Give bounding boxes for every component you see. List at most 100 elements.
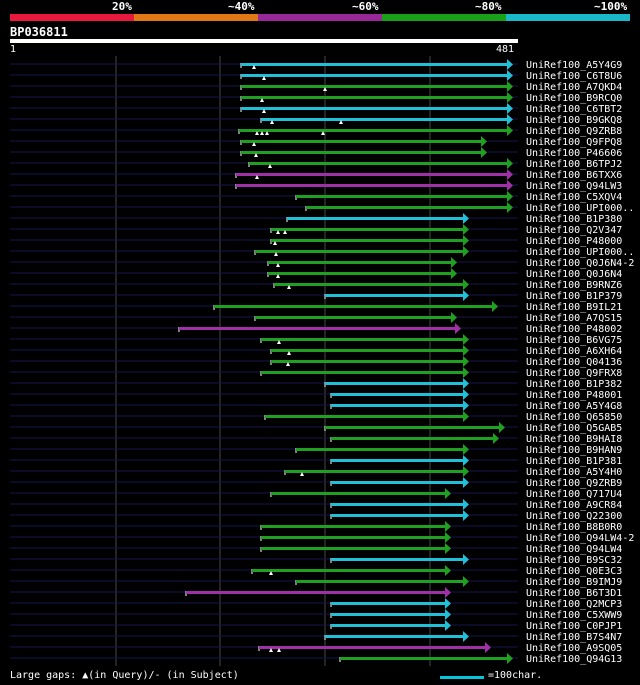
hit-label: UniRef100_A9CR84: [526, 500, 622, 511]
hit-arrow: [463, 455, 469, 466]
hit-label: UniRef100_P48002: [526, 324, 622, 335]
hit-arrow: [463, 378, 469, 389]
hit-arrow: [507, 59, 513, 70]
hit-arrow: [445, 620, 451, 631]
gap-marker: [262, 109, 266, 113]
hit-bar: [241, 63, 508, 66]
hit-label: UniRef100_A5Y4G9: [526, 60, 622, 71]
hit-bar: [252, 569, 446, 572]
hit-label: UniRef100_C6T8U6: [526, 71, 622, 82]
hit-label: UniRef100_P46606: [526, 148, 622, 159]
hit-arrow: [451, 312, 457, 323]
hit-bar: [255, 316, 452, 319]
gap-marker: [269, 648, 273, 652]
hit-bar: [261, 338, 464, 341]
hit-bar: [325, 426, 500, 429]
hit-label: UniRef100_Q9FPQ8: [526, 137, 622, 148]
hit-bar: [241, 96, 508, 99]
hit-label: UniRef100_B9HAI8: [526, 434, 622, 445]
hit-label: UniRef100_B9RNZ6: [526, 280, 622, 291]
hit-arrow: [463, 554, 469, 565]
hit-bar: [331, 613, 446, 616]
hit-arrow: [481, 136, 487, 147]
hit-label: UniRef100_A6XH64: [526, 346, 622, 357]
gap-marker: [255, 131, 259, 135]
legend-label-20: 20%: [112, 0, 132, 13]
hit-label: UniRef100_A5Y4G8: [526, 401, 622, 412]
gap-marker: [323, 87, 327, 91]
legend-band-red: [10, 14, 134, 21]
hit-arrow: [463, 477, 469, 488]
hit-label: UniRef100_Q04136: [526, 357, 622, 368]
hit-bar: [271, 228, 464, 231]
hit-label: UniRef100_B9IMJ9: [526, 577, 622, 588]
hit-arrow: [445, 532, 451, 543]
hit-alignment-panel: UniRef100_A5Y4G9UniRef100_C6T8U6UniRef10…: [10, 56, 634, 666]
hit-arrow: [463, 235, 469, 246]
hit-label: UniRef100_B1P381: [526, 456, 622, 467]
hit-bar: [259, 646, 486, 649]
hit-label: UniRef100_Q94LW4: [526, 544, 622, 555]
hit-arrow: [485, 642, 491, 653]
footer-gaps-legend: Large gaps: ▲(in Query)/- (in Subject): [10, 670, 239, 681]
hit-bar: [331, 503, 464, 506]
gap-marker: [276, 263, 280, 267]
hit-bar: [331, 514, 464, 517]
hit-arrow: [507, 70, 513, 81]
hit-arrow: [507, 180, 513, 191]
gap-marker: [277, 648, 281, 652]
gap-marker: [265, 131, 269, 135]
hit-label: UniRef100_Q94LW3: [526, 181, 622, 192]
hit-arrow: [451, 268, 457, 279]
hit-bar: [261, 371, 464, 374]
scale-label: =100char.: [488, 670, 543, 681]
hit-bar: [214, 305, 493, 308]
hit-arrow: [455, 323, 461, 334]
legend-band-purple: [258, 14, 382, 21]
hit-label: UniRef100_C0PJP1: [526, 621, 622, 632]
query-start: 1: [10, 44, 17, 55]
hit-bar: [296, 195, 508, 198]
hit-arrow: [507, 653, 513, 664]
hit-bar: [331, 602, 446, 605]
hit-bar: [271, 492, 446, 495]
hit-bar: [239, 129, 508, 132]
legend-label-40: ~40%: [228, 0, 255, 13]
gap-marker: [254, 153, 258, 157]
hit-arrow: [463, 279, 469, 290]
hit-bar: [261, 547, 446, 550]
hit-label: UniRef100_B8B0R0: [526, 522, 622, 533]
hit-bar: [271, 239, 464, 242]
query-end: 481: [496, 44, 515, 55]
hit-label: UniRef100_Q0J6N4-2: [526, 258, 634, 269]
hit-label: UniRef100_A9SQ05: [526, 643, 622, 654]
hit-label: UniRef100_B9RCQ0: [526, 93, 622, 104]
gap-marker: [286, 362, 290, 366]
gap-marker: [287, 351, 291, 355]
hit-arrow: [463, 356, 469, 367]
gap-marker: [273, 241, 277, 245]
hit-bar: [249, 162, 508, 165]
gap-marker: [277, 340, 281, 344]
hit-label: UniRef100_B9IL21: [526, 302, 622, 313]
hit-bar: [287, 217, 464, 220]
hit-bar: [236, 173, 508, 176]
hit-arrow: [445, 488, 451, 499]
hit-label: UniRef100_A7QKD4: [526, 82, 622, 93]
hit-label: UniRef100_B6VG75: [526, 335, 622, 346]
hit-bar: [331, 393, 464, 396]
hit-label: UniRef100_Q717U4: [526, 489, 622, 500]
legend-band-orange: [134, 14, 258, 21]
gap-marker: [300, 472, 304, 476]
hit-bar: [241, 107, 508, 110]
gap-marker: [339, 120, 343, 124]
hit-arrow: [507, 158, 513, 169]
gap-marker: [274, 252, 278, 256]
hit-arrow: [493, 433, 499, 444]
hit-arrow: [463, 224, 469, 235]
hit-label: UniRef100_Q9ZRB8: [526, 126, 622, 137]
scale-bar: [440, 676, 484, 679]
hit-label: UniRef100_Q0J6N4: [526, 269, 622, 280]
hit-arrow: [507, 125, 513, 136]
legend-label-60: ~60%: [352, 0, 379, 13]
